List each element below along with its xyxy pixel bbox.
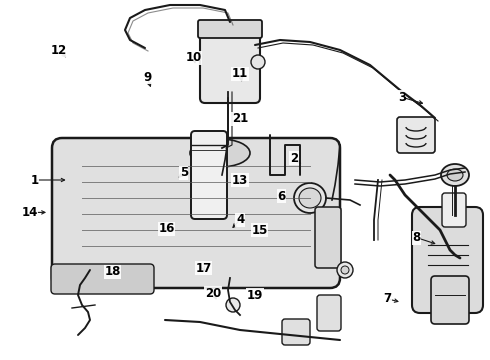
Text: 1: 1 (30, 174, 38, 186)
Text: 20: 20 (205, 287, 221, 300)
Ellipse shape (226, 298, 240, 312)
Text: 4: 4 (236, 213, 244, 226)
FancyBboxPatch shape (52, 138, 340, 288)
FancyBboxPatch shape (282, 319, 310, 345)
Ellipse shape (441, 164, 469, 186)
Text: 12: 12 (50, 44, 67, 57)
Text: 14: 14 (21, 206, 38, 219)
Ellipse shape (294, 183, 326, 213)
FancyBboxPatch shape (51, 264, 154, 294)
Text: 2: 2 (290, 152, 298, 165)
Text: 19: 19 (246, 289, 263, 302)
Circle shape (337, 262, 353, 278)
Text: 8: 8 (413, 231, 420, 244)
Circle shape (251, 55, 265, 69)
Text: 6: 6 (278, 190, 286, 203)
Ellipse shape (447, 169, 463, 181)
FancyBboxPatch shape (191, 131, 227, 219)
Text: 13: 13 (232, 174, 248, 186)
Circle shape (341, 266, 349, 274)
FancyBboxPatch shape (442, 193, 466, 227)
FancyBboxPatch shape (397, 117, 435, 153)
FancyBboxPatch shape (412, 207, 483, 313)
Text: 21: 21 (232, 112, 248, 125)
FancyBboxPatch shape (431, 276, 469, 324)
FancyBboxPatch shape (315, 207, 341, 268)
Ellipse shape (190, 139, 250, 167)
Text: 7: 7 (383, 292, 391, 305)
Ellipse shape (299, 188, 321, 208)
Text: 9: 9 (143, 71, 151, 84)
FancyBboxPatch shape (200, 23, 260, 103)
FancyBboxPatch shape (317, 295, 341, 331)
Text: 17: 17 (195, 262, 212, 275)
Text: 18: 18 (104, 265, 121, 278)
Text: 16: 16 (158, 222, 175, 235)
Text: 10: 10 (185, 51, 202, 64)
Text: 15: 15 (251, 224, 268, 237)
Text: 11: 11 (232, 67, 248, 80)
FancyBboxPatch shape (198, 20, 262, 38)
Text: 5: 5 (180, 166, 188, 179)
Text: 3: 3 (398, 91, 406, 104)
